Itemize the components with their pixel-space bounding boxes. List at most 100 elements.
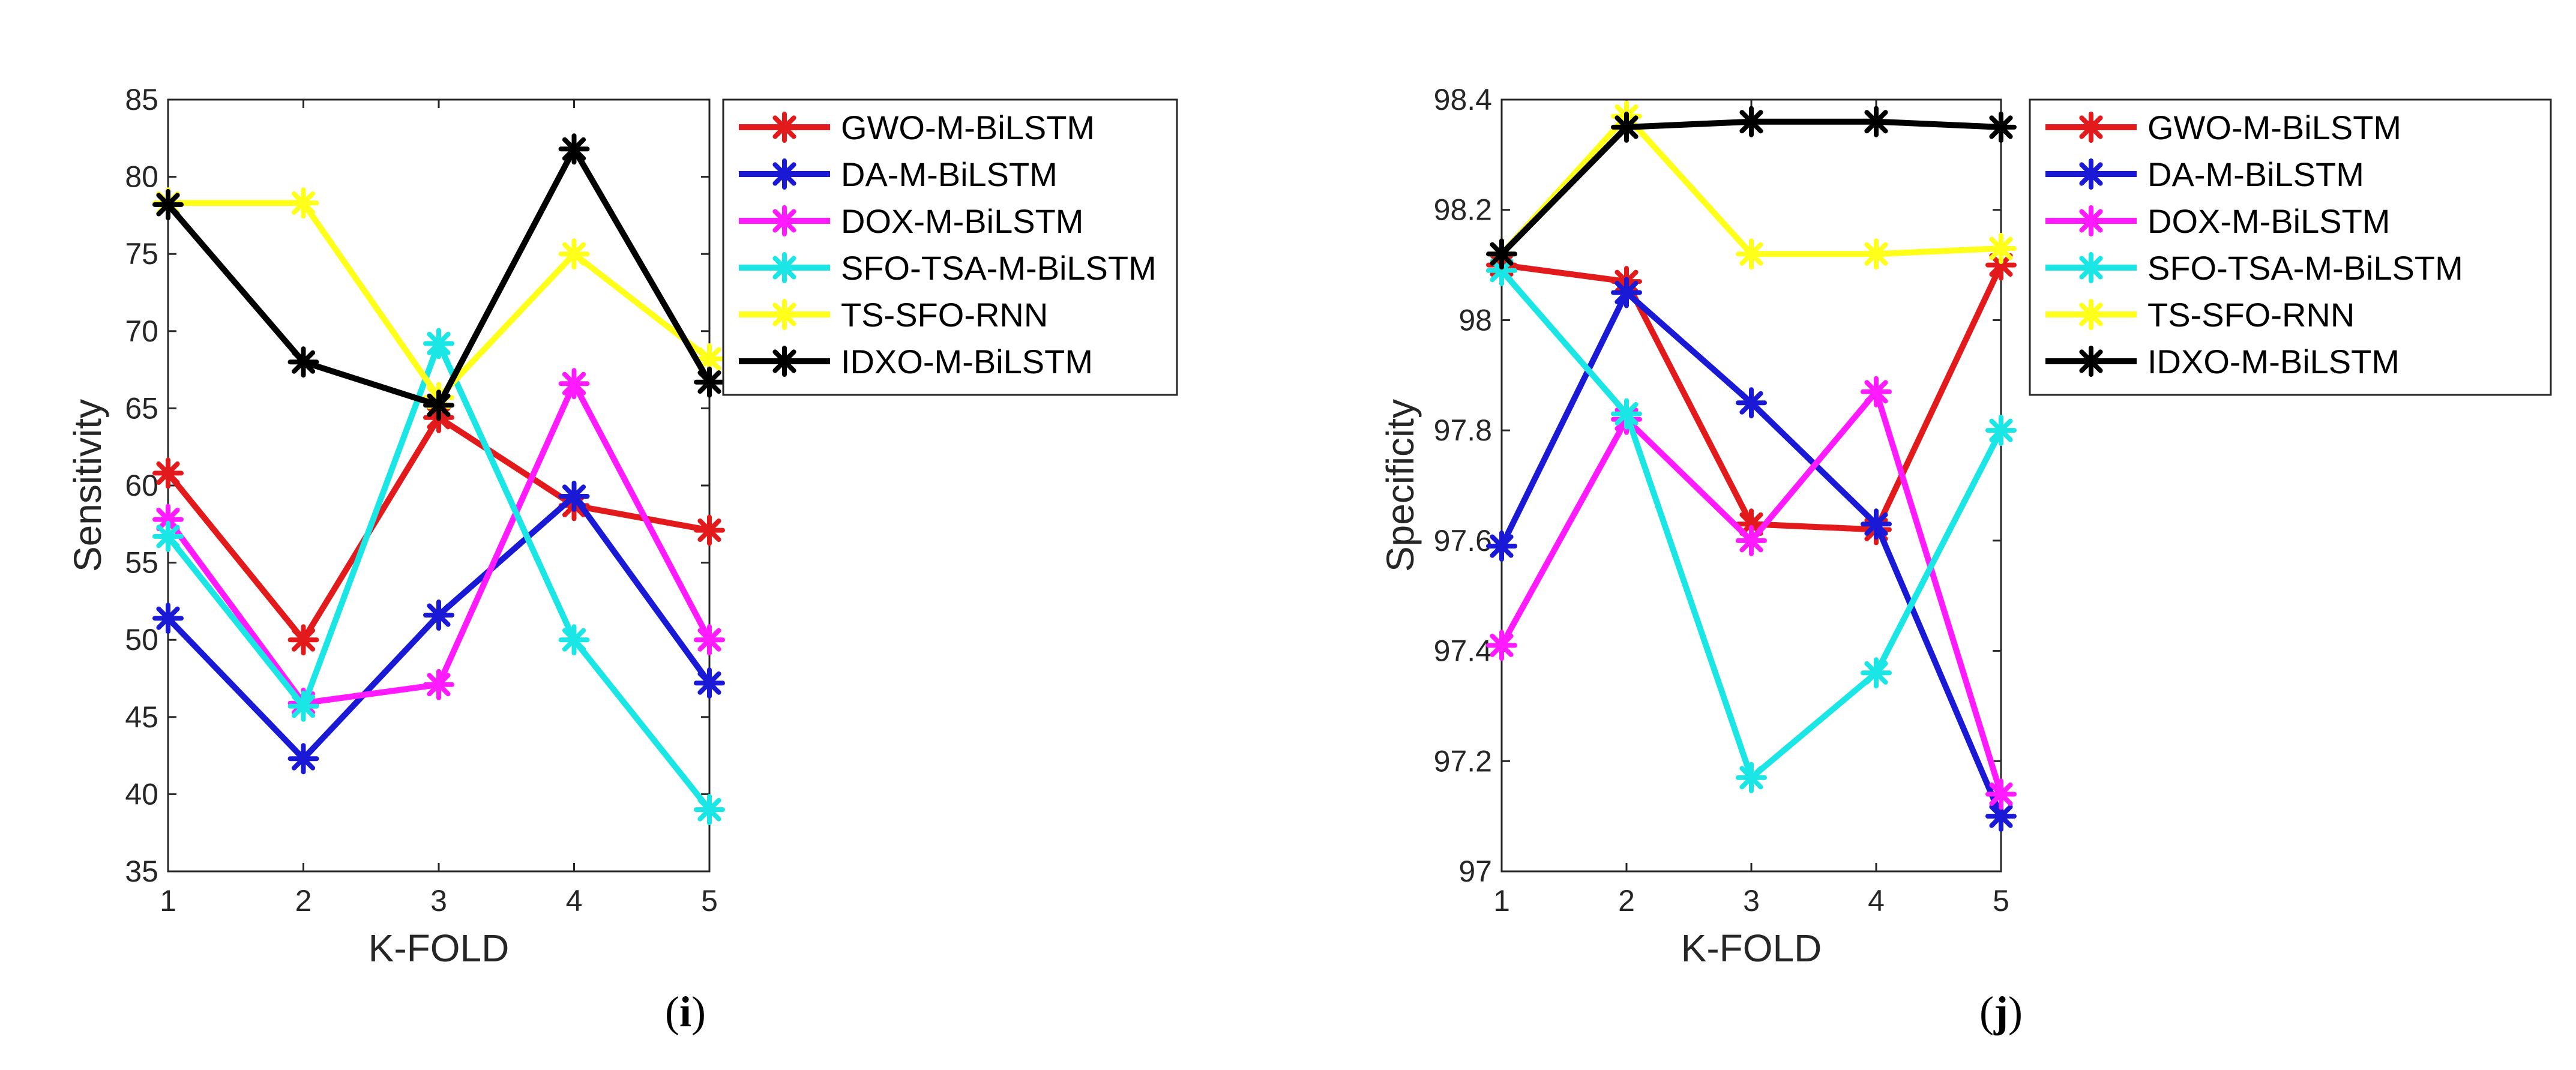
legend-box-i — [722, 98, 1178, 396]
data-point-marker — [1486, 630, 1517, 661]
legend-entry-label: DA-M-BiLSTM — [2147, 155, 2364, 193]
data-point-marker — [694, 343, 725, 375]
y-tick-label: 97 — [1458, 855, 1492, 888]
data-point-marker — [1736, 387, 1767, 419]
data-point-marker — [1861, 657, 1892, 689]
y-tick-label: 97.6 — [1434, 524, 1492, 558]
data-point-marker — [558, 368, 590, 400]
legend-entry-label: IDXO-M-BiLSTM — [2147, 343, 2400, 380]
y-tick-label: 35 — [125, 855, 158, 888]
panel-label-i: (i) — [665, 988, 706, 1036]
y-tick-label: 97.2 — [1434, 744, 1492, 778]
legend-entry-label: SFO-TSA-M-BiLSTM — [2147, 249, 2463, 287]
data-point-marker — [423, 328, 454, 359]
data-point-marker — [558, 133, 590, 165]
data-point-marker — [152, 520, 184, 552]
panel-label-j: (j) — [1979, 988, 2023, 1036]
x-tick-label: 3 — [430, 884, 447, 918]
panel-label-letter-i: i — [679, 988, 691, 1036]
data-point-marker — [287, 690, 319, 722]
y-tick-label: 98 — [1458, 303, 1492, 337]
panel-label-open-j: ( — [1979, 988, 1994, 1036]
legend-marker — [769, 205, 800, 236]
data-point-marker — [423, 669, 454, 700]
data-point-marker — [1985, 249, 2017, 281]
data-point-marker — [1736, 524, 1767, 556]
y-tick-label: 97.8 — [1434, 413, 1492, 447]
data-point-marker — [287, 624, 319, 656]
x-axis-label-i: K-FOLD — [369, 927, 510, 970]
data-point-marker — [423, 600, 454, 631]
y-tick-label: 45 — [125, 700, 158, 734]
x-tick-label: 5 — [1993, 884, 2009, 918]
legend-entry-label: IDXO-M-BiLSTM — [841, 343, 1093, 380]
legend-marker — [769, 112, 800, 143]
data-point-marker — [1985, 415, 2017, 446]
legend-entry-label: TS-SFO-RNN — [2147, 296, 2355, 334]
data-point-marker — [152, 188, 184, 220]
legend-entry-label: GWO-M-BiLSTM — [2147, 109, 2401, 146]
y-ticks-j: 97 97.2 97.4 97.6 97.8 98 98.2 98.4 — [1434, 83, 2001, 888]
panel-label-close-j: ) — [2008, 988, 2023, 1036]
series-line — [1499, 118, 2002, 256]
legend-entry-label: DA-M-BiLSTM — [841, 155, 1058, 193]
legend-entry-label: DOX-M-BiLSTM — [2147, 202, 2390, 240]
data-point-marker — [152, 503, 184, 535]
x-tick-label: 5 — [701, 884, 718, 918]
data-point-marker — [694, 514, 725, 546]
series-line — [1499, 388, 2004, 795]
y-tick-label: 40 — [125, 777, 158, 811]
data-point-marker — [1736, 762, 1767, 793]
data-point-marker — [558, 624, 590, 656]
legend-items-i: GWO-M-BiLSTM DA-M-BiLSTM DOX-M-BiLSTM SFO-T… — [739, 109, 1157, 380]
x-tick-label: 1 — [160, 884, 176, 918]
data-point-marker — [1861, 508, 1892, 540]
legend-entry-label: GWO-M-BiLSTM — [841, 109, 1095, 146]
data-point-marker — [1486, 238, 1517, 270]
legend-marker — [2075, 205, 2107, 236]
y-tick-label: 70 — [125, 314, 158, 348]
data-point-marker — [1985, 801, 2017, 832]
legend-marker — [769, 158, 800, 190]
data-point-marker — [1611, 111, 1642, 143]
y-tick-label: 55 — [125, 546, 158, 580]
data-point-marker — [694, 794, 725, 826]
data-point-marker — [1486, 530, 1517, 562]
legend-marker — [769, 346, 800, 377]
plot-area-j — [1500, 98, 2002, 873]
data-point-marker — [1861, 376, 1892, 407]
y-tick-label: 80 — [125, 160, 158, 194]
legend-entry-label: SFO-TSA-M-BiLSTM — [841, 249, 1157, 287]
legend-marker — [2075, 346, 2107, 377]
data-point-marker — [1985, 111, 2017, 143]
legend-marker — [2075, 299, 2107, 330]
panel-label-close-i: ) — [691, 988, 706, 1036]
data-point-marker — [558, 238, 590, 270]
data-point-marker — [287, 346, 319, 378]
x-tick-label: 4 — [1868, 884, 1885, 918]
y-tick-label: 65 — [125, 391, 158, 425]
y-tick-label: 98.4 — [1434, 83, 1492, 116]
data-point-marker — [1736, 238, 1767, 270]
x-tick-label: 1 — [1493, 884, 1510, 918]
panel-label-open-i: ( — [665, 988, 679, 1036]
data-point-marker — [1736, 106, 1767, 137]
series-group-j — [1486, 100, 2017, 832]
legend-entry-label: TS-SFO-RNN — [841, 296, 1048, 334]
x-tick-label: 2 — [295, 884, 312, 918]
data-point-marker — [152, 603, 184, 634]
data-point-marker — [287, 187, 319, 219]
y-tick-label: 75 — [125, 237, 158, 271]
y-tick-label: 85 — [125, 83, 158, 116]
data-point-marker — [1861, 238, 1892, 270]
data-point-marker — [1861, 106, 1892, 137]
legend-marker — [2075, 252, 2107, 283]
x-ticks-j: 1 2 3 4 5 — [1493, 100, 2009, 918]
y-tick-label: 50 — [125, 623, 158, 657]
legend-items-j: GWO-M-BiLSTM DA-M-BiLSTM DOX-M-BiLSTM SFO-T… — [2045, 109, 2463, 380]
series-group-i — [152, 133, 725, 826]
y-tick-label: 97.4 — [1434, 634, 1492, 668]
